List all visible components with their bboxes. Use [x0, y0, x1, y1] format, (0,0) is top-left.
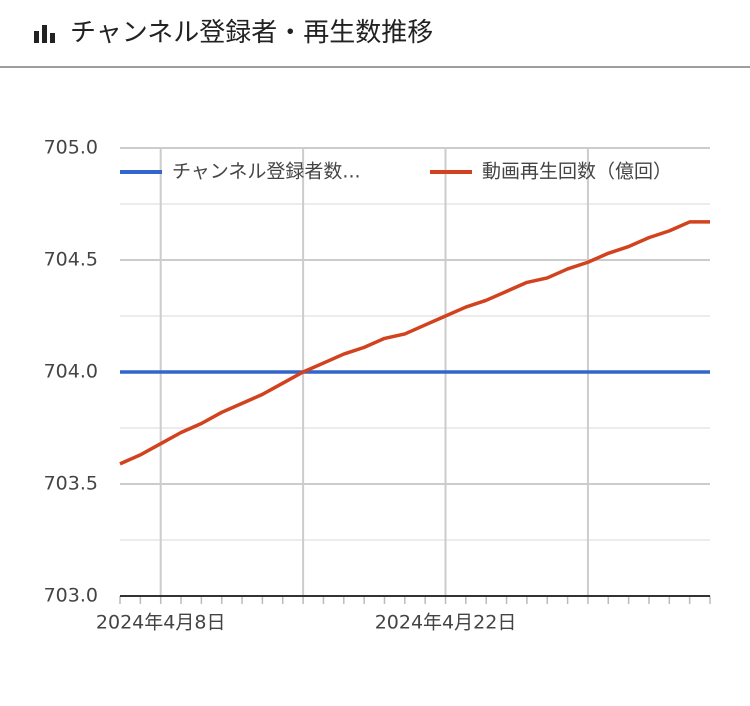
legend-label: チャンネル登録者数... [172, 161, 361, 183]
y-tick-label: 704.0 [44, 361, 98, 383]
x-tick-label: 2024年4月8日 [96, 612, 226, 634]
legend-label: 動画再生回数（億回） [482, 161, 672, 183]
data-line [119, 220, 710, 466]
header: チャンネル登録者・再生数推移 [0, 0, 750, 68]
y-tick-label: 703.5 [44, 473, 98, 495]
y-tick-label: 704.5 [44, 249, 98, 271]
y-tick-label: 703.0 [44, 585, 98, 607]
x-tick-label: 2024年4月22日 [375, 612, 517, 634]
header-title: チャンネル登録者・再生数推移 [70, 18, 434, 48]
y-tick-label: 705.0 [44, 137, 98, 159]
chart-icon [34, 25, 55, 43]
